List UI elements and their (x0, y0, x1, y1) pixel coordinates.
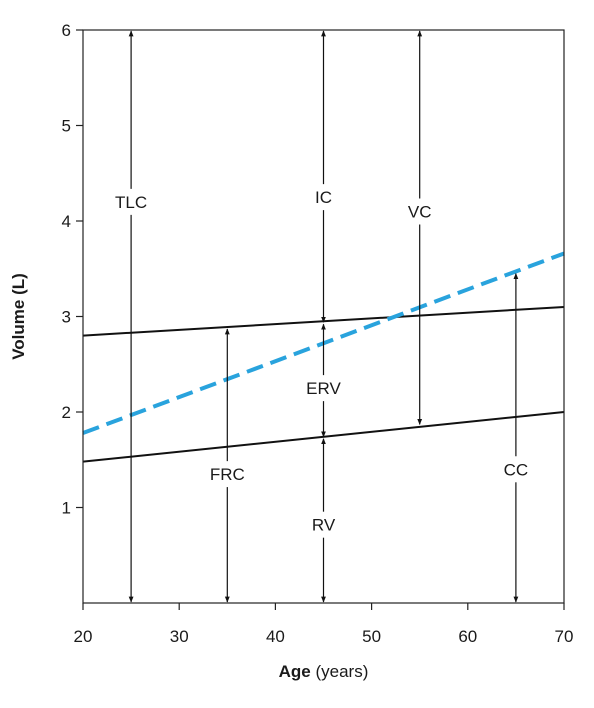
axes: 20 30 40 50 60 70 1 2 3 4 5 6 (62, 21, 574, 646)
y-tick-label: 2 (62, 403, 71, 422)
y-tick-label: 5 (62, 117, 71, 136)
frc-label: FRC (210, 465, 245, 484)
cc-label: CC (504, 460, 529, 479)
x-tick-label: 30 (170, 627, 189, 646)
x-axis-label-unit: (years) (311, 662, 369, 681)
axis-labels: Volume (L) Age (years) (9, 273, 368, 681)
x-axis-label-main: Age (279, 662, 311, 681)
erv-label: ERV (306, 379, 341, 398)
y-tick-label: 4 (62, 212, 71, 231)
x-tick-label: 50 (362, 627, 381, 646)
x-axis-label: Age (years) (279, 662, 369, 681)
y-tick-label: 1 (62, 499, 71, 518)
x-tick-label: 60 (458, 627, 477, 646)
y-axis-label: Volume (L) (9, 273, 28, 360)
x-tick-label: 20 (74, 627, 93, 646)
x-tick-label: 70 (555, 627, 574, 646)
y-tick-label: 3 (62, 308, 71, 327)
x-tick-label: 40 (266, 627, 285, 646)
annotations: TLC IC VC ERV FRC RV CC (115, 30, 529, 603)
vc-label: VC (408, 202, 432, 221)
y-tick-label: 6 (62, 21, 71, 40)
tlc-label: TLC (115, 193, 147, 212)
ic-label: IC (315, 188, 332, 207)
rv-label: RV (312, 516, 336, 535)
